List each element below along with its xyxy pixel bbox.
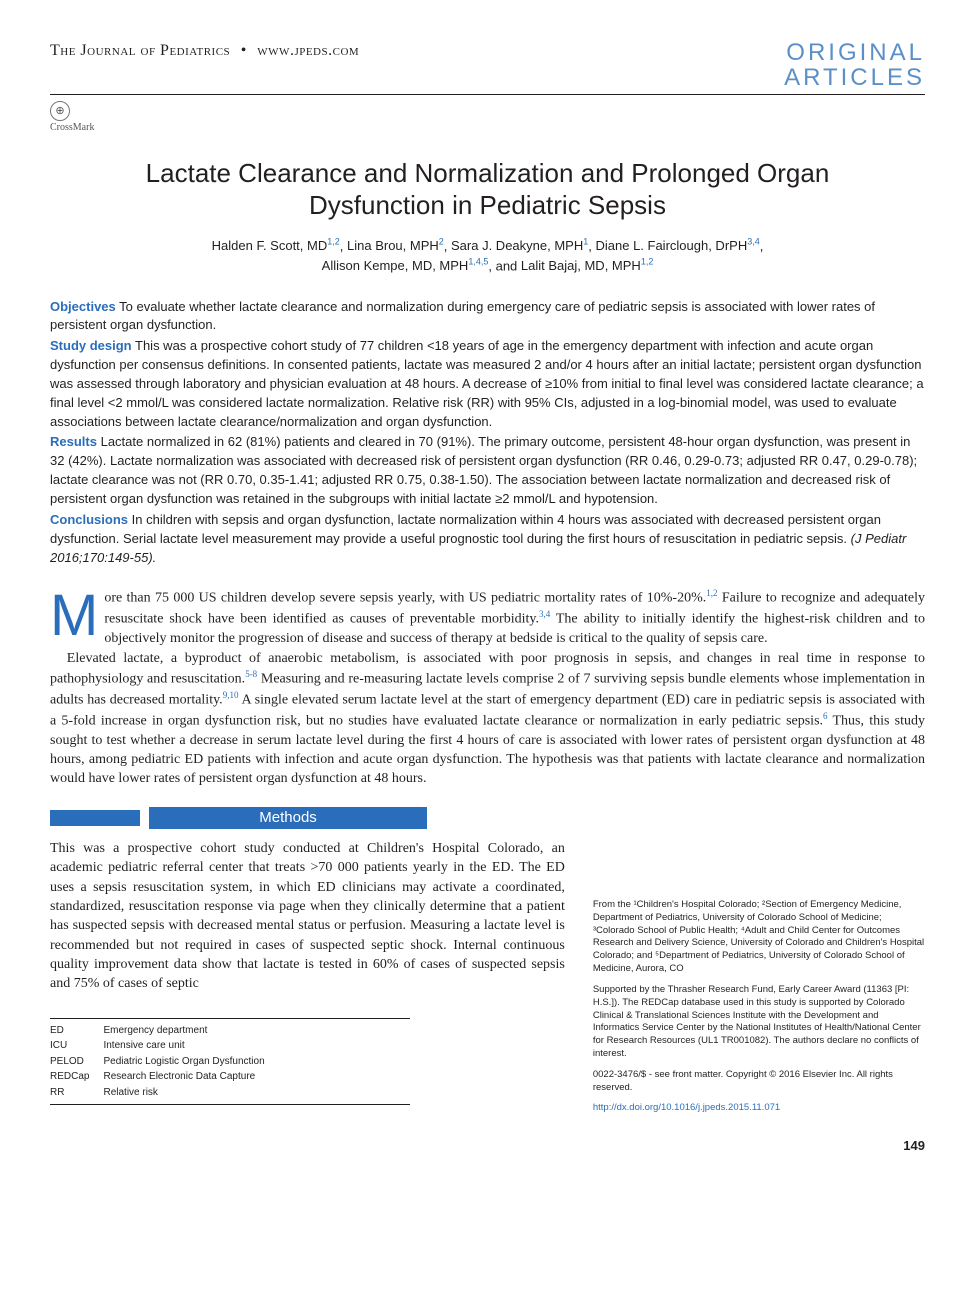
author: Allison Kempe, MD, MPH1,4,5	[322, 258, 489, 273]
abbrev-key: ED	[50, 1023, 103, 1039]
abstract-objectives: To evaluate whether lactate clearance an…	[50, 299, 875, 333]
table-row: REDCapResearch Electronic Data Capture	[50, 1069, 279, 1085]
methods-column: This was a prospective cohort study cond…	[50, 839, 565, 1123]
table-row: PELODPediatric Logistic Organ Dysfunctio…	[50, 1054, 279, 1070]
footnote-column: From the ¹Children's Hospital Colorado; …	[593, 839, 925, 1123]
ref-2[interactable]: 3,4	[539, 609, 550, 619]
methods-heading: Methods	[149, 807, 427, 829]
crossmark-icon: ⊕	[50, 101, 70, 121]
abbrev-key: PELOD	[50, 1054, 103, 1070]
abbreviations-box: EDEmergency department ICUIntensive care…	[50, 1018, 410, 1106]
ref-4[interactable]: 9,10	[223, 690, 239, 700]
author: Lina Brou, MPH2	[347, 238, 444, 253]
article-title: Lactate Clearance and Normalization and …	[130, 157, 845, 222]
abstract-design: This was a prospective cohort study of 7…	[50, 338, 924, 428]
funding-statement: Supported by the Thrasher Research Fund,…	[593, 984, 925, 1061]
methods-heading-bar: Methods	[50, 807, 925, 829]
abstract-label-conclusions: Conclusions	[50, 512, 128, 527]
separator-dot: •	[241, 42, 247, 59]
abbreviations-table: EDEmergency department ICUIntensive care…	[50, 1023, 279, 1101]
dropcap: M	[50, 587, 104, 640]
heading-accent	[50, 810, 140, 826]
abbrev-key: ICU	[50, 1038, 103, 1054]
page-number: 149	[50, 1137, 925, 1155]
author: Sara J. Deakyne, MPH1	[451, 238, 588, 253]
copyright: 0022-3476/$ - see front matter. Copyrigh…	[593, 1069, 925, 1095]
journal-title: The Journal of Pediatrics	[50, 42, 230, 59]
page-header: The Journal of Pediatrics • www.jpeds.co…	[50, 40, 925, 95]
crossmark-label: CrossMark	[50, 122, 94, 133]
ref-1[interactable]: 1,2	[706, 588, 717, 598]
abbrev-val: Pediatric Logistic Organ Dysfunction	[103, 1054, 278, 1070]
methods-p1: This was a prospective cohort study cond…	[50, 839, 565, 994]
author: Halden F. Scott, MD1,2	[212, 238, 340, 253]
crossmark-badge[interactable]: ⊕ CrossMark	[50, 101, 94, 135]
journal-name: The Journal of Pediatrics • www.jpeds.co…	[50, 40, 359, 62]
section-label: ORIGINAL ARTICLES	[784, 40, 925, 90]
intro-text: More than 75 000 US children develop sev…	[50, 587, 925, 788]
section-line1: ORIGINAL	[784, 40, 925, 65]
author-list: Halden F. Scott, MD1,2, Lina Brou, MPH2,…	[50, 236, 925, 276]
affiliations: From the ¹Children's Hospital Colorado; …	[593, 899, 925, 976]
abstract: Objectives To evaluate whether lactate c…	[50, 298, 925, 568]
abbrev-val: Intensive care unit	[103, 1038, 278, 1054]
abstract-label-design: Study design	[50, 338, 132, 353]
abstract-conclusions: In children with sepsis and organ dysfun…	[50, 512, 881, 546]
section-line2: ARTICLES	[784, 65, 925, 90]
table-row: ICUIntensive care unit	[50, 1038, 279, 1054]
journal-url: www.jpeds.com	[257, 42, 359, 59]
ref-3[interactable]: 5-8	[245, 669, 257, 679]
doi-link[interactable]: http://dx.doi.org/10.1016/j.jpeds.2015.1…	[593, 1102, 925, 1115]
abstract-label-objectives: Objectives	[50, 299, 116, 314]
table-row: RRRelative risk	[50, 1085, 279, 1101]
abbrev-key: REDCap	[50, 1069, 103, 1085]
table-row: EDEmergency department	[50, 1023, 279, 1039]
abbrev-key: RR	[50, 1085, 103, 1101]
two-column-region: This was a prospective cohort study cond…	[50, 839, 925, 1123]
abbrev-val: Emergency department	[103, 1023, 278, 1039]
abbrev-val: Relative risk	[103, 1085, 278, 1101]
abstract-results: Lactate normalized in 62 (81%) patients …	[50, 434, 917, 506]
author: Lalit Bajaj, MD, MPH1,2	[521, 258, 653, 273]
abstract-label-results: Results	[50, 434, 97, 449]
author: Diane L. Fairclough, DrPH3,4	[595, 238, 759, 253]
intro-p1a: ore than 75 000 US children develop seve…	[104, 591, 706, 606]
abbrev-val: Research Electronic Data Capture	[103, 1069, 278, 1085]
